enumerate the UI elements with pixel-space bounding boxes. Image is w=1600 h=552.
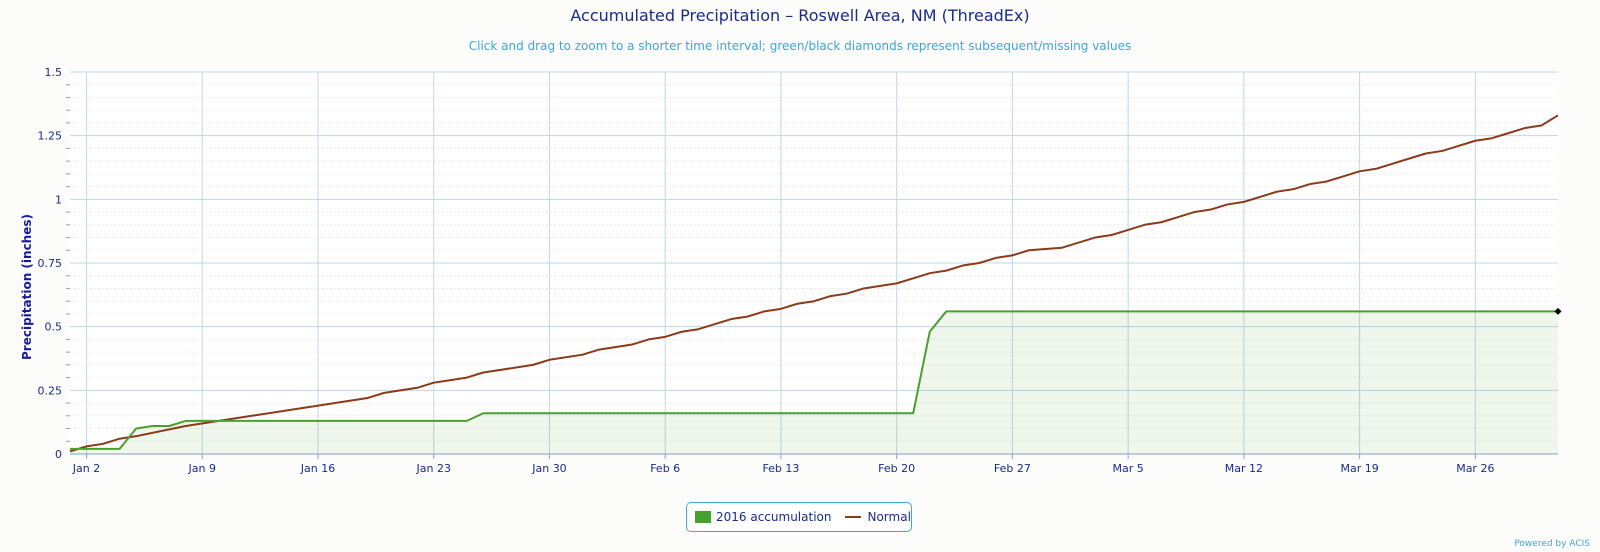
x-tick-label: Jan 30 — [531, 462, 566, 475]
y-axis-title-wrap: Precipitation (inches) — [19, 197, 35, 377]
y-tick-label: 0 — [55, 448, 62, 461]
x-tick-label: Mar 12 — [1225, 462, 1263, 475]
x-tick-label: Jan 2 — [72, 462, 100, 475]
legend-item-2016[interactable]: 2016 accumulation — [687, 510, 831, 524]
x-tick-label: Jan 23 — [416, 462, 451, 475]
x-tick-label: Feb 20 — [878, 462, 915, 475]
y-tick-label: 0.75 — [38, 257, 63, 270]
legend-swatch-area — [695, 511, 711, 523]
powered-by-link[interactable]: Powered by ACIS — [1514, 539, 1590, 549]
x-tick-label: Mar 26 — [1456, 462, 1494, 475]
legend-item-normal[interactable]: Normal — [831, 510, 911, 524]
x-tick-label: Jan 9 — [188, 462, 216, 475]
chart-subtitle: Click and drag to zoom to a shorter time… — [468, 39, 1132, 53]
legend-swatch-line — [845, 516, 862, 518]
legend-label-normal: Normal — [867, 510, 911, 524]
chart-legend: 2016 accumulation Normal — [686, 502, 912, 532]
y-tick-label: 0.5 — [45, 321, 63, 334]
y-tick-label: 1.5 — [45, 66, 63, 79]
x-tick-label: Mar 5 — [1113, 462, 1144, 475]
diamond-marker — [1554, 307, 1562, 315]
legend-label-2016: 2016 accumulation — [716, 510, 832, 524]
series-2016-line — [70, 310, 1558, 450]
x-tick-label: Jan 16 — [300, 462, 335, 475]
x-tick-label: Feb 13 — [762, 462, 799, 475]
x-tick-label: Feb 6 — [650, 462, 680, 475]
series-2016-area-fill — [70, 311, 1558, 454]
chart-title: Accumulated Precipitation – Roswell Area… — [570, 6, 1030, 25]
x-tick-label: Feb 27 — [994, 462, 1031, 475]
x-tick-label: Mar 19 — [1340, 462, 1378, 475]
y-tick-label: 1.25 — [38, 130, 63, 143]
y-axis-title: Precipitation (inches) — [20, 214, 34, 360]
series-normal-line — [69, 114, 1559, 453]
y-tick-label: 1 — [55, 193, 62, 206]
y-tick-label: 0.25 — [38, 384, 63, 397]
